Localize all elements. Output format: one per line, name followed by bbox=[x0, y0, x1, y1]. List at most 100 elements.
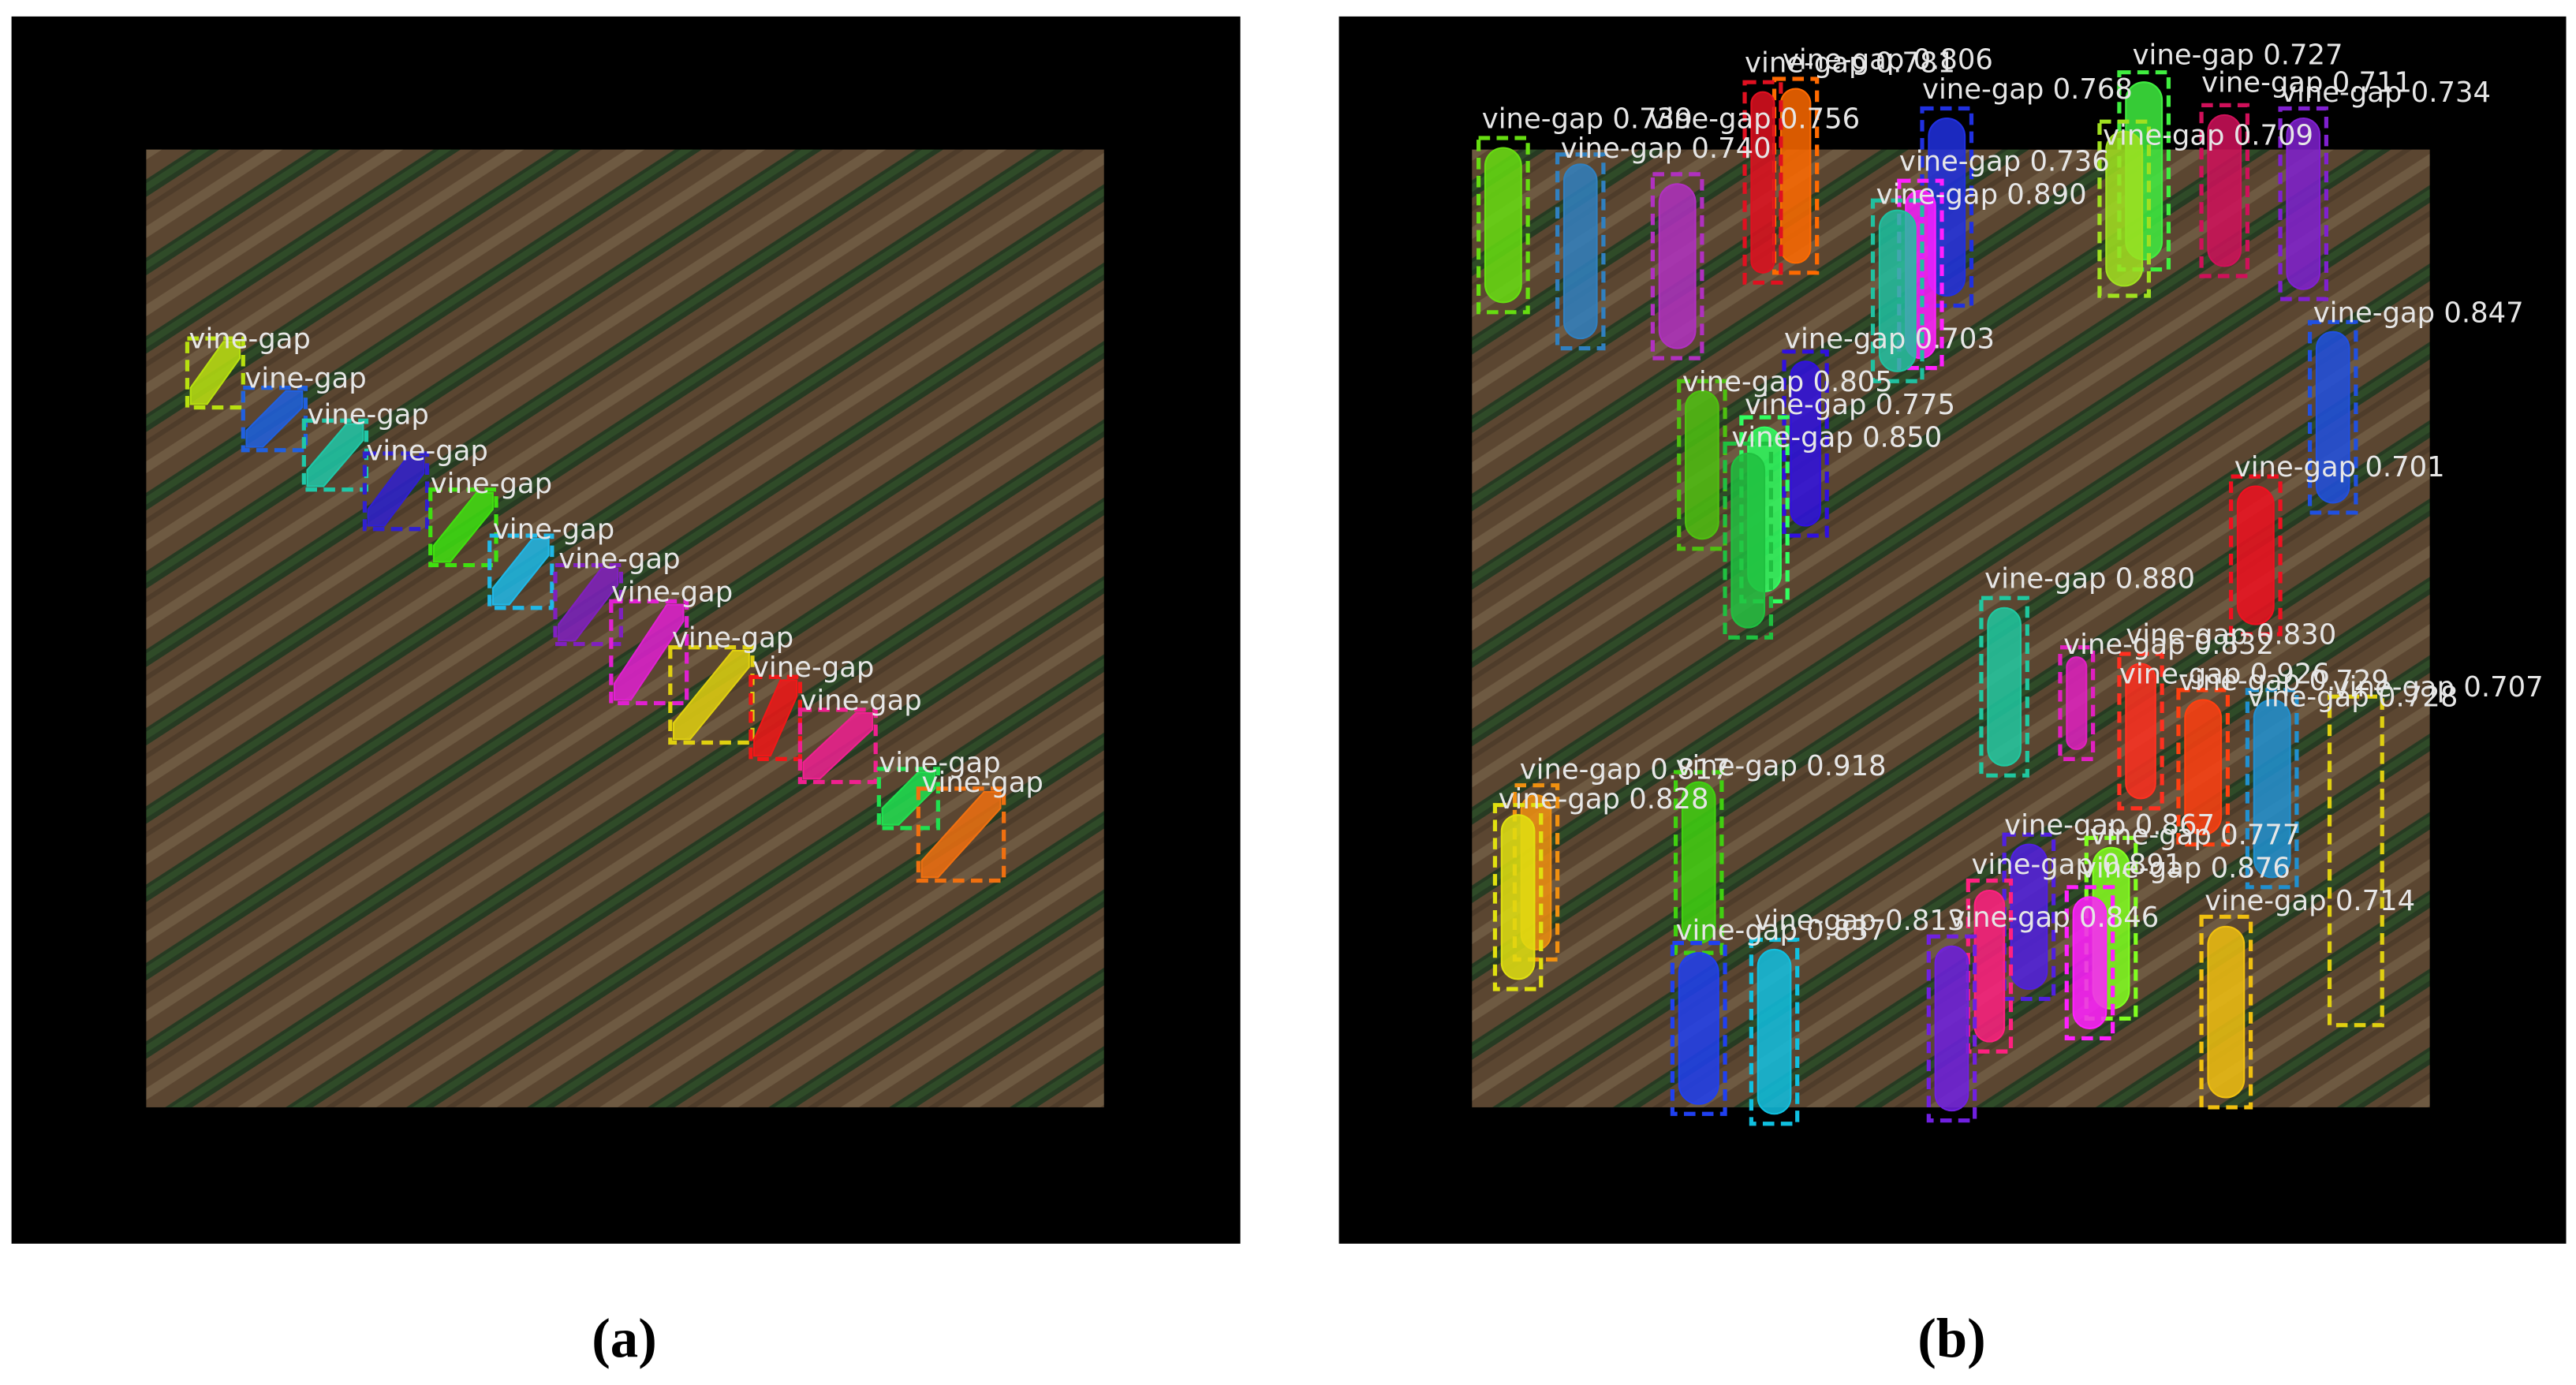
mask bbox=[613, 603, 685, 701]
bounding-box bbox=[2097, 119, 2152, 298]
bounding-box bbox=[2228, 474, 2283, 637]
detection-label: vine-gap 0.756 bbox=[1649, 103, 1860, 136]
bounding-box bbox=[1979, 595, 2029, 778]
detection-label: vine-gap 0.832 bbox=[2063, 629, 2274, 661]
bounding-box bbox=[1782, 349, 1829, 538]
bounding-box bbox=[1926, 934, 1977, 1123]
mask bbox=[753, 679, 798, 757]
mask bbox=[2207, 925, 2246, 1099]
detection-label: vine-gap bbox=[922, 767, 1043, 799]
bounding-box bbox=[2278, 106, 2329, 301]
bounding-box bbox=[2117, 651, 2164, 811]
detection-label: vine-gap 0.891 bbox=[1971, 849, 2182, 881]
mask bbox=[306, 423, 364, 487]
bounding-box bbox=[2176, 688, 2231, 847]
mask bbox=[2286, 117, 2321, 290]
detection-label: vine-gap 0.728 bbox=[2247, 681, 2458, 714]
bounding-box bbox=[916, 786, 1006, 883]
detection-label: vine-gap bbox=[752, 651, 874, 684]
bounding-box bbox=[1477, 136, 1530, 315]
mask bbox=[1484, 147, 1522, 304]
mask bbox=[2066, 656, 2088, 750]
detection-label: vine-gap 0.926 bbox=[2119, 659, 2330, 691]
detection-label: vine-gap 0.890 bbox=[1876, 178, 2087, 211]
mask bbox=[1658, 183, 1697, 349]
mask bbox=[1750, 91, 1775, 274]
mask bbox=[2207, 114, 2242, 267]
mask bbox=[672, 649, 750, 741]
panel-label: (b) bbox=[1917, 1308, 1986, 1370]
detection-label: vine-gap 0.781 bbox=[1745, 47, 1955, 80]
detection-label: vine-gap 0.837 bbox=[1676, 914, 1887, 946]
bounding-box bbox=[1650, 172, 1704, 360]
bounding-box bbox=[1966, 878, 2014, 1054]
bounding-box bbox=[428, 487, 498, 568]
bounding-box bbox=[362, 451, 430, 532]
detection-label: vine-gap bbox=[672, 622, 793, 655]
detection-label: vine-gap bbox=[308, 398, 429, 431]
detection-label: vine-gap 0.714 bbox=[2205, 885, 2415, 917]
detection-label: vine-gap 0.805 bbox=[1682, 366, 1893, 398]
bounding-box bbox=[1723, 441, 1773, 640]
bounding-box bbox=[1749, 937, 1800, 1126]
bounding-box bbox=[2327, 694, 2384, 1028]
bounding-box bbox=[1742, 80, 1783, 285]
mask bbox=[2253, 699, 2291, 879]
detection-label: vine-gap 0.736 bbox=[1899, 146, 2110, 178]
detection-label: vine-gap 0.703 bbox=[1784, 323, 1995, 356]
mask bbox=[1878, 209, 1917, 372]
detection-label: vine-gap 0.846 bbox=[1948, 902, 2159, 934]
mask bbox=[2105, 130, 2144, 287]
detection-label: vine-gap 0.847 bbox=[2313, 297, 2524, 329]
panel-label: (a) bbox=[592, 1308, 657, 1370]
mask bbox=[367, 456, 425, 527]
mask bbox=[1730, 452, 1766, 629]
detection-label: vine-gap bbox=[611, 576, 733, 608]
detection-label: vine-gap 0.817 bbox=[1520, 753, 1730, 786]
mask bbox=[1987, 607, 2022, 767]
mask bbox=[2125, 663, 2156, 800]
detection-label: vine-gap 0.707 bbox=[2333, 671, 2544, 704]
detection-label: vine-gap 0.777 bbox=[2089, 819, 2300, 852]
detection-label: vine-gap 0.918 bbox=[1676, 750, 1887, 782]
bounding-box bbox=[876, 767, 940, 831]
detection-label: vine-gap bbox=[245, 363, 366, 395]
detection-label: vine-gap bbox=[879, 747, 1000, 779]
bounding-box bbox=[797, 707, 878, 785]
bounding-box bbox=[487, 533, 554, 610]
bounding-box bbox=[609, 599, 689, 706]
mask bbox=[881, 771, 936, 826]
detection-label: vine-gap bbox=[800, 685, 921, 717]
bounding-box bbox=[2199, 103, 2250, 278]
mask bbox=[2236, 485, 2275, 625]
bounding-box bbox=[2245, 688, 2299, 890]
detection-label: vine-gap bbox=[558, 543, 680, 576]
detection-label: vine-gap 0.775 bbox=[1745, 389, 1955, 421]
mask bbox=[2072, 896, 2107, 1029]
mask bbox=[920, 790, 1002, 879]
detection-label: vine-gap 0.709 bbox=[2103, 119, 2313, 151]
mask bbox=[491, 538, 550, 606]
mask bbox=[1685, 390, 1719, 540]
bounding-box bbox=[1492, 803, 1544, 991]
mask bbox=[1934, 945, 1969, 1112]
bounding-box bbox=[1555, 152, 1606, 351]
mask bbox=[189, 341, 241, 405]
mask bbox=[1562, 163, 1598, 340]
detection-label: vine-gap bbox=[189, 323, 311, 356]
detection-label: vine-gap bbox=[366, 435, 487, 467]
mask bbox=[245, 390, 304, 448]
detection-label: vine-gap 0.734 bbox=[2280, 77, 2491, 109]
detection-label: vine-gap 0.828 bbox=[1499, 783, 1709, 816]
detection-label: vine-gap 0.880 bbox=[1984, 563, 2195, 595]
mask bbox=[1757, 948, 1792, 1115]
detection-label: vine-gap 0.813 bbox=[1755, 905, 1966, 937]
bounding-box bbox=[749, 674, 802, 761]
bounding-box bbox=[1673, 770, 1724, 955]
mask bbox=[1678, 952, 1719, 1105]
detection-label: vine-gap 0.727 bbox=[2133, 39, 2343, 71]
detection-label: vine-gap 0.850 bbox=[1731, 422, 1942, 454]
